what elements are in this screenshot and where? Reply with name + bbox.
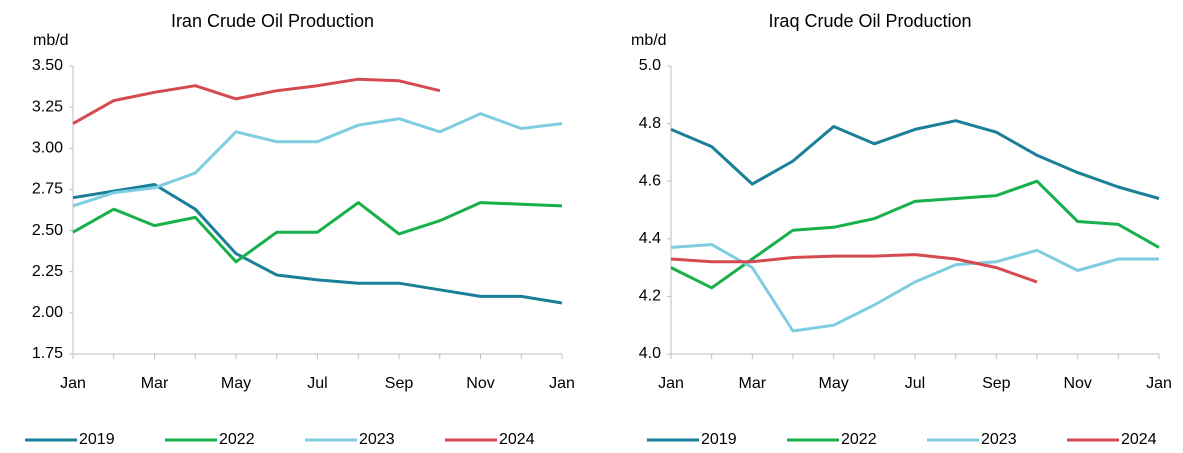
legend-label: 2019 xyxy=(701,431,737,448)
series-line xyxy=(72,112,563,208)
y-tick-label: 2.75 xyxy=(32,181,63,198)
y-axis-label: mb/d xyxy=(33,32,69,49)
y-tick-label: 3.00 xyxy=(32,140,63,157)
y-tick-label: 4.2 xyxy=(639,288,661,305)
y-tick-label: 5.0 xyxy=(639,57,661,74)
x-tick-label: Sep xyxy=(385,375,414,392)
chart-title: Iran Crude Oil Production xyxy=(171,11,374,31)
series-line xyxy=(670,179,1160,290)
x-tick-label: May xyxy=(221,375,251,392)
y-axis-label: mb/d xyxy=(631,32,667,49)
y-tick-label: 3.50 xyxy=(32,57,63,74)
legend-label: 2022 xyxy=(219,431,255,448)
legend-label: 2023 xyxy=(359,431,395,448)
x-tick-label: Jan xyxy=(1146,375,1172,392)
x-tick-label: Mar xyxy=(141,375,169,392)
x-tick-label: Mar xyxy=(739,375,767,392)
x-tick-label: Jul xyxy=(307,375,327,392)
x-tick-label: Sep xyxy=(982,375,1011,392)
y-tick-label: 4.0 xyxy=(639,345,661,362)
y-tick-label: 2.00 xyxy=(32,304,63,321)
chart-title: Iraq Crude Oil Production xyxy=(768,11,971,31)
y-tick-label: 3.25 xyxy=(32,98,63,115)
y-tick-label: 2.25 xyxy=(32,263,63,280)
y-tick-label: 1.75 xyxy=(32,345,63,362)
x-tick-label: Jan xyxy=(60,375,86,392)
series-line xyxy=(72,77,441,125)
x-tick-label: May xyxy=(819,375,849,392)
legend-label: 2023 xyxy=(981,431,1017,448)
series-line xyxy=(72,183,563,305)
x-tick-label: Nov xyxy=(1063,375,1091,392)
x-tick-label: Jan xyxy=(658,375,684,392)
x-tick-label: Jul xyxy=(905,375,925,392)
x-tick-label: Nov xyxy=(466,375,494,392)
legend-label: 2024 xyxy=(1121,431,1157,448)
series-line xyxy=(670,119,1160,200)
series-line xyxy=(670,243,1159,333)
series-line xyxy=(670,253,1038,284)
y-tick-label: 4.6 xyxy=(639,172,661,189)
legend-label: 2019 xyxy=(79,431,115,448)
legend-label: 2022 xyxy=(841,431,877,448)
y-tick-label: 4.4 xyxy=(639,230,661,247)
series-line xyxy=(72,201,563,264)
legend-label: 2024 xyxy=(499,431,535,448)
y-tick-label: 2.50 xyxy=(32,222,63,239)
y-tick-label: 4.8 xyxy=(639,115,661,132)
x-tick-label: Jan xyxy=(549,375,575,392)
